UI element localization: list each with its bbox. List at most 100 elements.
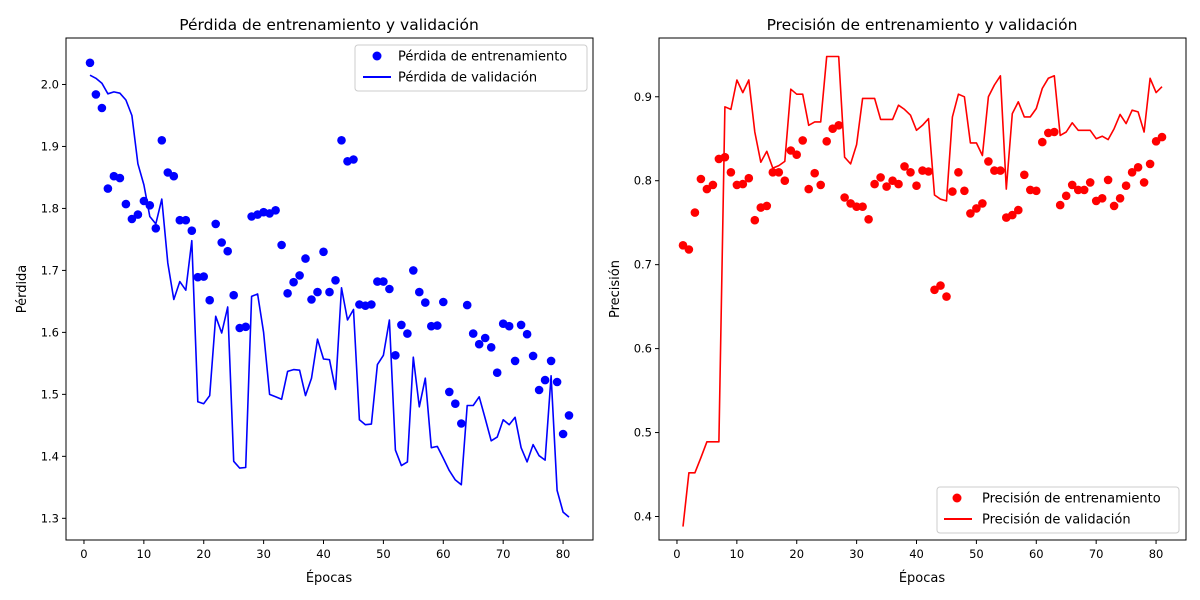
- precision-de-entrenamiento-point: [708, 180, 718, 190]
- axis-ticks: 0 10 20 30 40 50 60 70 80 1.3 1.4 1.5 1.6 1.7 1.8 1.9 2.…: [41, 77, 571, 561]
- precision-de-entrenamiento-point: [1145, 159, 1155, 169]
- perdida-de-entrenamiento-point: [319, 247, 328, 257]
- perdida-de-entrenamiento-point: [277, 240, 286, 250]
- x-tick-label: 30: [849, 547, 864, 561]
- chart-title: Pérdida de entrenamiento y validación: [179, 16, 479, 34]
- perdida-de-entrenamiento-point: [283, 289, 292, 298]
- perdida-de-entrenamiento-point: [301, 254, 310, 263]
- perdida-de-entrenamiento-point: [403, 329, 412, 338]
- legend-label-validation: Precisión de validación: [982, 513, 1131, 528]
- precision-de-entrenamiento-point: [954, 168, 963, 177]
- precision-de-entrenamiento-point: [960, 186, 969, 196]
- perdida-de-entrenamiento-point: [85, 58, 95, 68]
- precision-de-entrenamiento-point: [858, 202, 867, 211]
- precision-de-entrenamiento-point: [720, 152, 730, 162]
- precision-de-entrenamiento-point: [1109, 201, 1119, 211]
- legend-marker-training: [372, 51, 382, 61]
- precision-de-entrenamiento-point: [1157, 132, 1167, 142]
- precision-de-entrenamiento-point: [840, 193, 849, 202]
- perdida-de-entrenamiento-point: [540, 375, 550, 385]
- chart-title: Precisión de entrenamiento y validación: [767, 16, 1078, 34]
- precision-de-entrenamiento-point: [924, 167, 933, 176]
- x-tick-label: 70: [496, 547, 511, 561]
- perdida-de-entrenamiento-point: [480, 333, 490, 343]
- precision-de-entrenamiento-point: [744, 173, 754, 183]
- x-tick-label: 20: [196, 547, 211, 561]
- x-tick-label: 50: [969, 547, 984, 561]
- precision-de-entrenamiento-point: [978, 199, 987, 208]
- perdida-de-entrenamiento-point: [528, 351, 538, 361]
- legend-label-training: Pérdida de entrenamiento: [398, 50, 567, 65]
- precision-de-entrenamiento-point: [936, 281, 945, 290]
- x-tick-label: 50: [376, 547, 391, 561]
- perdida-de-entrenamiento-point: [271, 206, 280, 215]
- perdida-de-entrenamiento-point: [385, 284, 394, 294]
- perdida-de-entrenamiento-point: [169, 171, 179, 181]
- perdida-de-entrenamiento-point: [546, 356, 556, 366]
- precision-de-entrenamiento-point: [1008, 210, 1017, 220]
- y-tick-label: 1.9: [41, 139, 59, 153]
- x-tick-label: 60: [1029, 547, 1044, 561]
- precision-de-entrenamiento-point: [822, 137, 831, 146]
- legend-box: [936, 486, 1180, 534]
- y-tick-label: 0.6: [634, 342, 652, 356]
- perdida-de-entrenamiento-point: [313, 287, 322, 297]
- precision-de-entrenamiento-point: [816, 180, 825, 190]
- perdida-de-entrenamiento-point: [367, 300, 376, 309]
- precision-de-entrenamiento-point: [762, 201, 772, 211]
- perdida-de-entrenamiento-point: [468, 329, 478, 338]
- precision-de-entrenamiento-point: [780, 176, 790, 185]
- perdida-de-entrenamiento-point: [307, 295, 316, 304]
- precision-de-entrenamiento-point: [972, 204, 981, 213]
- legend-label-validation: Pérdida de validación: [398, 71, 537, 86]
- perdida-de-entrenamiento-point: [397, 320, 406, 330]
- perdida-de-entrenamiento-point: [205, 295, 214, 305]
- y-tick-label: 0.4: [634, 509, 652, 523]
- x-tick-label: 0: [673, 547, 680, 561]
- perdida-de-entrenamiento-point: [175, 215, 185, 225]
- perdida-de-entrenamiento-point: [445, 387, 454, 397]
- perdida-de-entrenamiento-point: [133, 210, 143, 219]
- precision-de-entrenamiento-point: [690, 208, 700, 217]
- precision-de-entrenamiento-point: [1061, 191, 1071, 201]
- perdida-de-entrenamiento-point: [157, 136, 167, 145]
- precision-de-entrenamiento-point: [750, 215, 760, 225]
- x-tick-label: 40: [316, 547, 331, 561]
- precision-de-entrenamiento-point: [1079, 185, 1089, 195]
- precision-de-entrenamiento-point: [894, 179, 903, 189]
- perdida-de-entrenamiento-point: [211, 219, 220, 229]
- y-tick-label: 1.7: [41, 263, 59, 277]
- perdida-de-entrenamiento-point: [331, 276, 340, 285]
- x-tick-label: 30: [256, 547, 271, 561]
- perdida-de-entrenamiento-point: [451, 399, 460, 409]
- perdida-de-entrenamiento-point: [229, 290, 238, 300]
- precision-de-entrenamiento-point: [684, 245, 694, 254]
- x-tick-label: 20: [789, 547, 804, 561]
- precision-de-entrenamiento-point: [1085, 178, 1095, 187]
- precision-de-entrenamiento-point: [1055, 200, 1065, 210]
- precision-de-entrenamiento-point: [984, 157, 993, 166]
- x-tick-label: 80: [556, 547, 571, 561]
- perdida-de-entrenamiento-point: [421, 298, 430, 307]
- legend-label-training: Precisión de entrenamiento: [982, 492, 1161, 507]
- perdida-de-entrenamiento-point: [534, 385, 544, 395]
- precision-de-entrenamiento-point: [852, 202, 861, 211]
- perdida-de-entrenamiento-point: [91, 90, 101, 99]
- accuracy-chart: Precisión de entrenamiento y validación …: [608, 16, 1187, 586]
- precision-de-entrenamiento-point: [876, 173, 885, 182]
- precision-de-entrenamiento-point: [768, 168, 778, 177]
- precision-de-entrenamiento-point: [906, 168, 915, 177]
- legend: Pérdida de entrenamiento Pérdida de vali…: [354, 44, 588, 92]
- perdida-de-entrenamiento-point: [187, 226, 197, 235]
- axis-ticks: 0 10 20 30 40 50 60 70 80 0.4 0.5 0.6 0.7 0.8 0.9: [634, 90, 1164, 561]
- precision-de-entrenamiento-point: [900, 162, 909, 171]
- precision-de-entrenamiento-point: [1020, 170, 1029, 180]
- precision-de-entrenamiento-point: [726, 168, 736, 177]
- perdida-de-entrenamiento-point: [127, 214, 137, 224]
- x-tick-label: 60: [436, 547, 451, 561]
- x-axis-label: Épocas: [306, 570, 353, 586]
- perdida-de-entrenamiento-point: [121, 199, 131, 209]
- y-tick-label: 0.8: [634, 174, 652, 188]
- y-tick-label: 1.3: [41, 511, 59, 525]
